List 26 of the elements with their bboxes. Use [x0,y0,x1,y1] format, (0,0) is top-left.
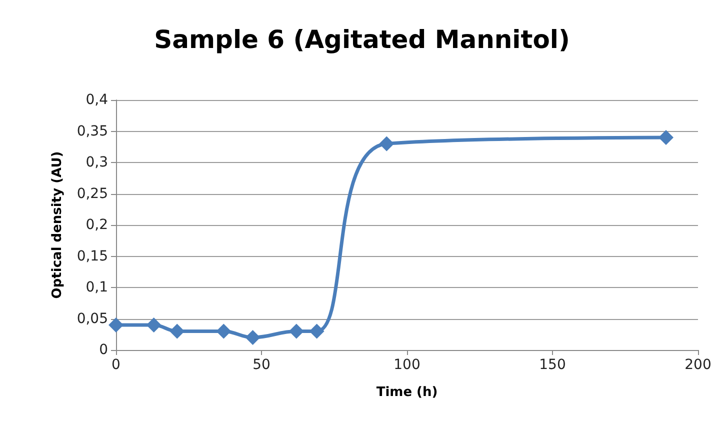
x-axis-title: Time (h) [376,385,438,400]
point [309,324,324,339]
y-tick-label: 0,4 [86,92,108,108]
y-tick-label: 0,05 [76,310,108,327]
x-tick-label: 200 [684,357,712,373]
x-tick-label: 100 [394,357,420,373]
x-tick-label: 150 [539,357,566,373]
y-tick-label: 0,25 [76,186,108,202]
point [108,318,124,332]
x-tick-label: 0 [112,357,120,373]
chart-title: Sample 6 (Agitated Mannitol) [154,25,570,54]
point [245,330,260,345]
point [146,318,162,332]
y-tick-label: 0,35 [76,123,108,140]
y-tick-label: 0,15 [76,248,108,264]
y-tick-label: 0,1 [86,280,108,296]
point [379,136,394,152]
y-tick-label: 0,3 [86,154,108,170]
y-tick-label: 0,2 [86,217,108,233]
y-tick-label: 0 [99,342,108,358]
point [216,324,232,339]
point [170,324,185,339]
point [288,324,304,339]
x-tick-label: 50 [252,357,270,373]
y-axis-title: Optical density (AU) [50,151,65,299]
point [658,130,674,145]
